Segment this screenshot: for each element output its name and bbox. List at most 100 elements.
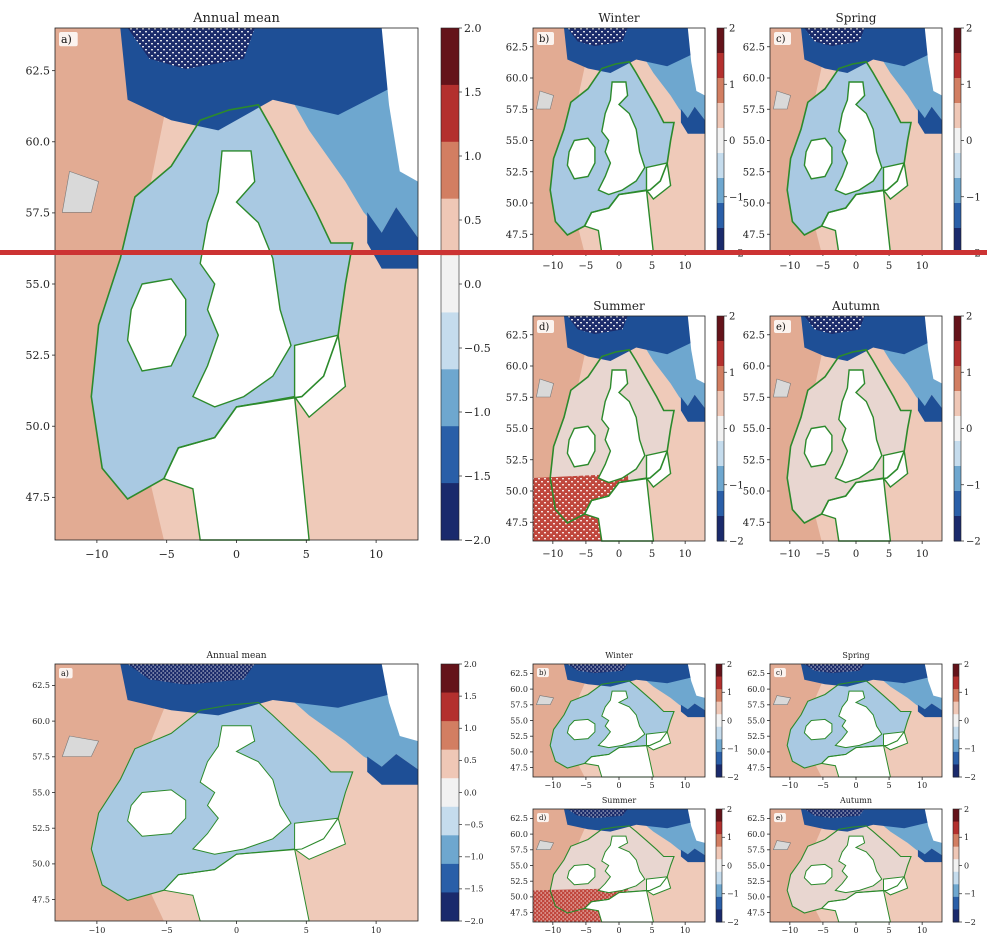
colorbar-tick-label: 0: [964, 861, 969, 870]
axis-ticks-upper-annual: 62.5 60.0 57.5 55.0 52.5 50.0 47.5 −10 −5 0 5 10: [26, 65, 384, 561]
y-tick-label: 47.5: [32, 895, 50, 904]
land-ireland: [127, 789, 187, 837]
colorbar-tick-label: −2: [727, 918, 739, 927]
panel-label-box: [537, 32, 554, 45]
x-tick-label: −5: [579, 549, 594, 560]
land-gb: [834, 835, 883, 894]
y-tick-label: 50.0: [747, 893, 765, 902]
y-tick-label: 62.5: [32, 681, 50, 690]
colorbar-segment: [441, 835, 459, 865]
map-panel-lower-annual: [54, 663, 419, 922]
land-gb: [191, 725, 292, 855]
rockall-bank: [772, 695, 792, 705]
panel-title: Winter: [598, 11, 640, 25]
shelf-edge-contour: [786, 348, 912, 524]
x-tick-label: 5: [649, 549, 655, 560]
colorbar-tick-label: −0.5: [464, 342, 491, 355]
x-tick-label: −5: [816, 549, 831, 560]
colorbar-segment: [954, 416, 961, 442]
y-tick-label: 60.0: [26, 136, 51, 149]
axis-ticks-lower-autumn: 62.5 60.0 57.5 55.0 52.5 50.0 47.5 −10 −5 0 5 10: [747, 814, 927, 935]
y-tick-label: 47.5: [747, 908, 765, 917]
rockall-bank: [535, 695, 555, 705]
colorbar-tick-label: 2: [964, 660, 969, 669]
colorbar-tick-label: 0: [964, 716, 969, 725]
colorbar-segment: [716, 739, 722, 753]
y-tick-label: 47.5: [506, 230, 528, 241]
colorbar-tick-label: 0: [966, 424, 972, 435]
y-tick-label: 50.0: [510, 748, 528, 757]
y-tick-label: 50.0: [32, 860, 50, 869]
axis-ticks-upper-spring: 62.5 60.0 57.5 55.0 52.5 50.0 47.5 −10 −5 0 5 10: [743, 42, 929, 272]
x-tick-label: −10: [781, 781, 798, 790]
x-tick-label: −10: [85, 548, 108, 561]
colorbar-tick-label: 1: [729, 368, 735, 379]
colorbar-segment: [954, 28, 961, 54]
y-tick-label: 57.5: [32, 753, 50, 762]
shelf-edge-contour: [549, 60, 675, 236]
map-panel-upper-winter: [532, 27, 706, 254]
axis-ticks-upper-winter: 62.5 60.0 57.5 55.0 52.5 50.0 47.5 −10 −5 0 5 10: [506, 42, 692, 272]
colorbar-tick-label: −2: [966, 537, 981, 548]
y-tick-label: 57.5: [743, 393, 765, 404]
colorbar-segment: [953, 764, 959, 778]
colorbar-tick-label: −2: [727, 773, 739, 782]
x-tick-label: 10: [680, 781, 690, 790]
colorbar-tick-label: 1: [966, 80, 972, 91]
colorbar-segment: [954, 491, 961, 517]
axis-ticks-lower-summer: 62.5 60.0 57.5 55.0 52.5 50.0 47.5 −10 −5 0 5 10: [510, 814, 690, 935]
axis-ticks-lower-spring: 62.5 60.0 57.5 55.0 52.5 50.0 47.5 −10 −5 0 5 10: [747, 669, 927, 790]
shelf-edge-contour: [786, 680, 912, 769]
colorbar-segment: [953, 701, 959, 715]
colorbar-segment: [716, 701, 722, 715]
colorbar-segment: [716, 714, 722, 728]
colorbar-segment: [717, 78, 724, 104]
colorbar-tick-label: 1: [727, 688, 732, 697]
colorbar-tick-label: 0.0: [464, 788, 477, 797]
land-ireland: [566, 718, 596, 741]
colorbar-segment: [717, 341, 724, 367]
x-tick-label: 10: [680, 926, 690, 935]
y-tick-label: 50.0: [26, 420, 51, 433]
colorbar-segment: [953, 859, 959, 873]
colorbar-tick-label: −2.0: [464, 917, 483, 926]
colorbar-tick-label: −2: [964, 918, 976, 927]
y-tick-label: 57.5: [26, 207, 51, 220]
colorbar-segment: [441, 141, 459, 200]
shelf-edge-contour: [90, 701, 354, 901]
colorbar-segment: [716, 871, 722, 885]
colorbar-segment: [716, 846, 722, 860]
rockall-bank: [61, 171, 99, 213]
y-tick-label: 62.5: [747, 814, 765, 823]
y-tick-label: 52.5: [506, 167, 528, 178]
colorbar-segment: [954, 103, 961, 129]
colorbar-lower-summer: 2 1 0 −1 −2: [715, 805, 739, 927]
colorbar-tick-label: −1: [966, 192, 981, 203]
rockall-bank: [61, 735, 100, 757]
y-tick-label: 50.0: [743, 199, 765, 210]
land-gb: [834, 81, 883, 196]
x-tick-label: 5: [650, 781, 655, 790]
y-tick-label: 55.0: [510, 861, 528, 870]
land-belgium: [646, 876, 672, 896]
x-tick-label: 0: [853, 926, 858, 935]
x-tick-label: −10: [542, 261, 563, 272]
colorbar-upper-winter: 210−1−2: [716, 24, 744, 260]
y-tick-label: 50.0: [747, 748, 765, 757]
significance-hatching: [567, 28, 628, 46]
land-ireland: [803, 425, 833, 468]
panel-label: e): [776, 322, 786, 333]
rockall-bank: [536, 378, 554, 398]
colorbar-segment: [953, 846, 959, 860]
panel-label: d): [539, 814, 546, 822]
land-gb: [597, 369, 646, 484]
map-panel-lower-autumn: [769, 808, 943, 923]
skagerrak-region: [917, 106, 942, 134]
land-belgium: [646, 731, 672, 751]
colorbar-segment: [954, 53, 961, 79]
land-belgium: [294, 817, 347, 860]
colorbar-tick-label: −1: [729, 480, 744, 491]
x-tick-label: 5: [887, 781, 892, 790]
x-tick-label: 0: [233, 548, 240, 561]
colorbar-segment: [954, 466, 961, 492]
